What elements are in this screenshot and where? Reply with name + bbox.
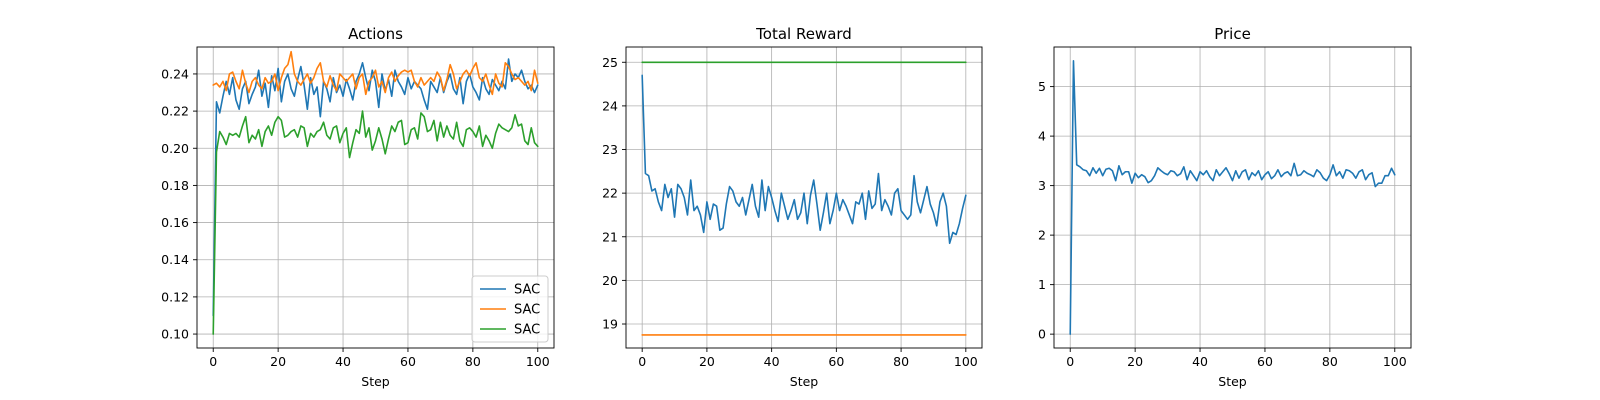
- x-tick-label: 80: [1322, 354, 1338, 369]
- legend-box: [471, 275, 549, 343]
- x-tick-label: 0: [1066, 354, 1074, 369]
- y-tick-label: 0: [1038, 327, 1046, 342]
- x-tick-label: 100: [1383, 354, 1407, 369]
- y-tick-label: 4: [1038, 129, 1046, 144]
- y-tick-label: 21: [602, 229, 618, 244]
- chart-title: Total Reward: [755, 25, 852, 43]
- x-tick-label: 80: [893, 354, 909, 369]
- plot-frame: [196, 46, 555, 349]
- legend-label: SAC: [514, 323, 540, 338]
- x-axis-label: Step: [790, 374, 819, 389]
- plot-frame: [625, 46, 983, 349]
- y-tick-label: 24: [602, 98, 618, 113]
- x-tick-label: 80: [465, 354, 481, 369]
- y-tick-label: 0.18: [161, 178, 189, 193]
- y-tick-label: 5: [1038, 79, 1046, 94]
- x-tick-label: 60: [400, 354, 416, 369]
- x-tick-label: 20: [270, 354, 286, 369]
- series-line-1: [212, 58, 539, 317]
- y-tick-label: 3: [1038, 178, 1046, 193]
- legend-label: SAC: [514, 283, 540, 298]
- chart-title: Actions: [348, 25, 403, 43]
- y-tick-label: 0.12: [161, 289, 189, 304]
- x-tick-label: 20: [699, 354, 715, 369]
- y-tick-label: 0.10: [161, 327, 189, 342]
- y-tick-label: 0.24: [161, 66, 189, 81]
- x-tick-label: 100: [954, 354, 978, 369]
- x-axis-label: Step: [1218, 374, 1247, 389]
- x-tick-label: 0: [209, 354, 217, 369]
- series-line-1: [641, 74, 967, 245]
- y-tick-label: 1: [1038, 277, 1046, 292]
- x-tick-label: 40: [1192, 354, 1208, 369]
- actions-chart: 0 20 40 60 80 100 0.10 0.12 0.14 0.16 0.18 0.20 0.22…: [161, 25, 555, 389]
- x-tick-label: 100: [526, 354, 550, 369]
- y-tick-label: 0.20: [161, 141, 189, 156]
- y-tick-label: 22: [602, 186, 618, 201]
- y-tick-label: 2: [1038, 228, 1046, 243]
- x-tick-label: 20: [1127, 354, 1143, 369]
- x-tick-label: 60: [1257, 354, 1273, 369]
- series-line-2: [212, 50, 539, 96]
- legend: SAC SAC SAC: [471, 275, 549, 343]
- plot-frame: [1053, 46, 1412, 349]
- y-tick-label: 20: [602, 273, 618, 288]
- y-tick-label: 0.16: [161, 215, 189, 230]
- y-tick-label: 23: [602, 142, 618, 157]
- legend-label: SAC: [514, 303, 540, 318]
- x-tick-label: 0: [638, 354, 646, 369]
- y-tick-label: 25: [602, 55, 618, 70]
- y-tick-label: 19: [602, 317, 618, 332]
- series-line-1: [1069, 60, 1396, 335]
- x-tick-label: 60: [828, 354, 844, 369]
- series-line-3: [212, 110, 539, 335]
- price-chart: 0 20 40 60 80 100 0 1 2 3 4 5 Price Step: [1038, 25, 1412, 389]
- y-tick-label: 0.14: [161, 252, 189, 267]
- x-axis-label: Step: [361, 374, 390, 389]
- y-tick-label: 0.22: [161, 104, 189, 119]
- x-tick-label: 40: [764, 354, 780, 369]
- total-reward-chart: 0 20 40 60 80 100 19 20 21 22 23 24 25 Total Reward St…: [602, 25, 983, 389]
- chart-title: Price: [1214, 25, 1251, 43]
- x-tick-label: 40: [335, 354, 351, 369]
